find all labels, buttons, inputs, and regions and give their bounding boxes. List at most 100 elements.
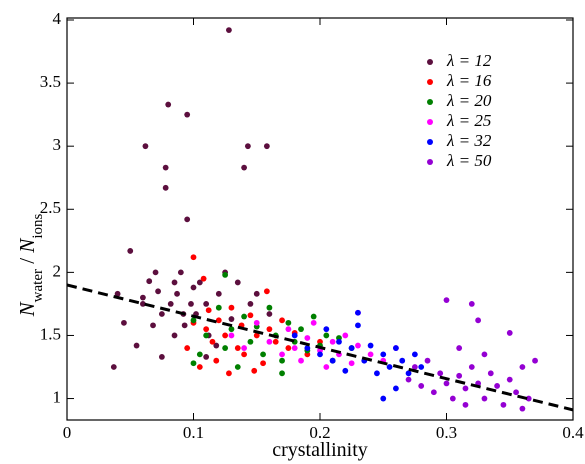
legend-label: λ = 16 [446,71,492,90]
point [374,370,380,377]
legend-marker [427,99,433,105]
point [405,376,412,383]
point [506,330,513,336]
point [487,370,494,377]
point [215,290,222,297]
point [285,326,292,333]
point [462,385,469,392]
x-tick-label: 0.1 [183,423,204,442]
point [234,279,241,286]
point [279,317,285,324]
point [260,351,266,358]
point [285,319,292,326]
point [158,311,165,317]
point [468,301,475,307]
point [367,342,374,349]
point [171,332,178,339]
legend-marker [427,59,433,65]
point [462,401,469,408]
y-axis-label-part: water [30,269,46,302]
point [323,332,330,339]
point [323,364,330,370]
point [494,383,500,389]
point [152,269,159,276]
point [140,301,146,307]
point [342,367,349,374]
x-tick-label: 0 [63,423,72,442]
point [411,351,418,358]
point [266,311,273,317]
point [532,357,538,364]
point [150,322,156,329]
point [203,332,210,339]
point [304,335,311,341]
point [114,290,121,297]
y-axis-label: Nwater / Nions [15,213,46,317]
point [279,370,285,377]
point [247,301,254,307]
point [310,319,317,326]
point [266,338,273,345]
point [241,313,248,320]
legend-marker [427,159,433,165]
point [323,326,330,333]
point [519,364,526,370]
point [449,395,456,402]
point [443,297,450,304]
point [215,317,222,324]
point [456,372,463,379]
point [251,367,258,374]
point [260,360,266,367]
x-tick-label: 0.4 [562,423,584,442]
point [196,279,203,286]
point [184,345,191,351]
point [165,101,172,108]
point [506,376,513,383]
point [190,317,197,324]
point [215,304,222,311]
point [241,345,248,351]
point [213,357,220,364]
legend-label: λ = 12 [446,51,492,70]
point [393,385,399,392]
point [468,364,475,370]
point [348,345,355,351]
point [205,307,212,314]
point [399,357,406,364]
point [380,395,387,402]
point [222,345,229,351]
point [140,294,146,301]
y-tick-label: 3.5 [40,72,61,91]
point [241,351,248,358]
point [298,326,304,333]
point [209,338,216,345]
point [127,248,134,254]
point [190,360,197,367]
point [456,345,463,351]
point [228,316,235,322]
legend-marker [427,79,433,85]
point [253,290,260,297]
point [263,143,270,150]
point [355,309,361,316]
legend-marker [427,119,433,125]
point [263,288,270,295]
point [203,354,210,360]
point [393,345,399,351]
point [380,351,387,358]
point [329,338,336,345]
legend-label: λ = 25 [446,111,491,130]
point [203,301,210,307]
legend-marker [427,139,433,145]
point [342,332,349,339]
x-tick-label: 0.2 [309,423,330,442]
point [291,332,298,339]
x-axis-label: crystallinity [272,439,368,461]
point [513,389,519,396]
point [481,395,488,402]
y-tick-label: 2 [53,261,62,280]
point [266,304,273,311]
point [196,364,203,370]
point [228,326,235,333]
